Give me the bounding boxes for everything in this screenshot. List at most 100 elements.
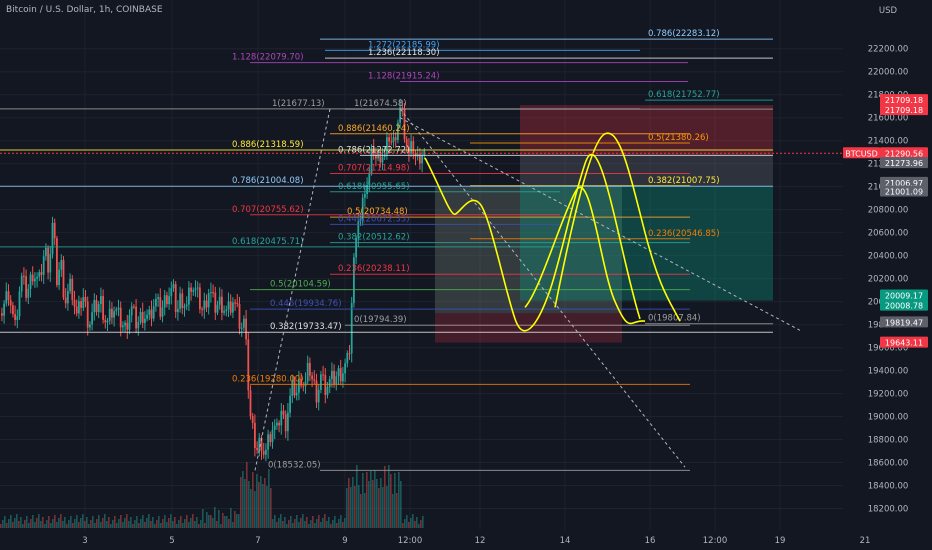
candle-body [75,306,78,314]
candle-body [89,324,91,328]
candle-body [276,422,278,426]
volume-bar [364,493,366,528]
fib-level-label: 0.382(20512.62) [338,233,410,243]
volume-bar [186,515,188,528]
candle-body [269,434,272,443]
candle-body [170,288,173,297]
volume-bar [246,462,248,528]
candle-body [95,300,98,313]
candle-body [322,374,324,376]
time-tick-label: 16 [645,536,656,546]
fib-level-label: 1.272(22185.99) [368,40,440,50]
candle-body [377,153,379,159]
candle-body [58,269,60,286]
price-tag-label: 20008.78 [885,302,923,311]
candle-body [128,315,131,330]
volume-bar [80,518,82,528]
candle-body [291,380,294,396]
candle-body [163,295,166,308]
candle-body [111,308,113,318]
volume-bar [24,520,26,528]
volume-bar [386,486,388,528]
price-tag-bg [880,299,928,311]
price-tick-label: 22200.00 [868,45,909,55]
volume-bar [392,494,394,528]
candle-body [238,303,241,329]
fib-level-label: 0.5(21380.26) [648,133,709,143]
candle-body [306,362,309,382]
time-tick-label: 21 [860,536,871,546]
volume-bar [6,523,8,528]
volume-bar [46,520,48,528]
candle-body [16,316,19,320]
candle-body [247,339,250,391]
volume-bar [8,519,10,528]
time-tick-label: 12:00 [703,536,728,546]
fib-level-label: 0.5(20734.48) [347,207,408,217]
candle-body [188,287,190,305]
projection-curve [524,186,646,325]
volume-bar [178,520,180,528]
candles [1,98,426,462]
symbol-title[interactable]: Bitcoin / U.S. Dollar, 1h, COINBASE [6,5,163,15]
candle-body [216,304,219,313]
candle-body [139,312,142,323]
volume-bar [232,522,234,528]
volume-bar [188,522,190,528]
candle-body [284,414,287,432]
volume-bar [70,516,72,528]
candle-body [80,301,82,308]
candle-body [287,412,289,432]
volume-bar [86,517,88,528]
candle-body [7,291,10,301]
candle-body [36,276,38,279]
volume-bar [310,520,312,528]
candle-body [192,290,195,292]
volume-bar [288,520,290,528]
candle-body [45,247,47,257]
volume-bar [406,515,408,528]
candle-body [366,184,368,195]
volume-bar [238,514,240,528]
volume-bar [320,522,322,528]
candle-body [392,137,395,143]
price-tag-label: BTCUSD [845,149,878,158]
volume-bar [96,519,98,528]
volume-bar [282,521,284,528]
fib-level-label: 0.5(20104.59) [270,280,331,290]
candle-body [335,376,338,385]
candle-body [405,139,408,147]
price-tick-label: 21400.00 [868,137,909,147]
candle-body [135,306,137,329]
fib-level-label: 1.236(22118.30) [368,48,440,58]
volume-bar [368,481,370,528]
price-tick-label: 18800.00 [868,436,909,446]
volume-bar [356,465,358,528]
projection-drawings [424,132,681,332]
volume-bar [304,521,306,528]
candle-body [254,422,256,448]
candle-body [350,303,353,354]
volume-bar [388,465,390,528]
candle-body [333,370,335,385]
candle-body [56,238,58,286]
volume-bar [298,522,300,528]
volume-bar [314,523,316,528]
candle-body [273,425,276,430]
volume-bar [240,477,242,528]
candle-body [267,434,269,450]
fib-levels: 1.272(22185.99)1.236(22118.30) 1.128(2207… [0,29,773,471]
candle-body [168,296,170,305]
volume-bar [154,524,156,528]
price-tag-bg [880,104,928,116]
fib-level-label: 0.886(21318.59) [232,140,304,150]
entry-zone [520,155,773,186]
fib-level-label: 0.382(21007.75) [648,176,720,186]
volume-bar [272,519,274,528]
price-tag-bg [880,157,928,169]
candle-body [361,197,364,219]
candle-body [243,318,245,328]
candle-body [326,386,329,395]
volume-bar [66,524,68,528]
